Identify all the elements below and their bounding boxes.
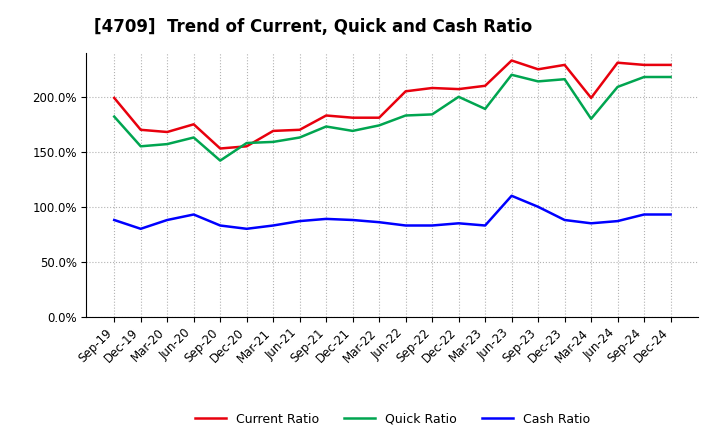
Line: Quick Ratio: Quick Ratio — [114, 75, 670, 161]
Cash Ratio — [269, 223, 277, 228]
Cash Ratio — [534, 204, 542, 209]
Cash Ratio — [560, 217, 569, 223]
Quick Ratio — [375, 123, 384, 128]
Current Ratio — [401, 88, 410, 94]
Current Ratio — [243, 143, 251, 149]
Current Ratio — [189, 121, 198, 127]
Quick Ratio — [534, 79, 542, 84]
Quick Ratio — [163, 141, 171, 147]
Quick Ratio — [322, 124, 330, 129]
Current Ratio — [216, 146, 225, 151]
Quick Ratio — [243, 140, 251, 146]
Current Ratio — [348, 115, 357, 120]
Current Ratio — [508, 58, 516, 63]
Current Ratio — [534, 66, 542, 72]
Quick Ratio — [640, 74, 649, 80]
Cash Ratio — [587, 220, 595, 226]
Cash Ratio — [110, 217, 119, 223]
Line: Cash Ratio: Cash Ratio — [114, 196, 670, 229]
Cash Ratio — [613, 218, 622, 224]
Quick Ratio — [454, 94, 463, 99]
Current Ratio — [613, 60, 622, 65]
Cash Ratio — [666, 212, 675, 217]
Quick Ratio — [428, 112, 436, 117]
Quick Ratio — [110, 114, 119, 119]
Quick Ratio — [613, 84, 622, 90]
Cash Ratio — [322, 216, 330, 221]
Cash Ratio — [454, 220, 463, 226]
Quick Ratio — [560, 77, 569, 82]
Cash Ratio — [295, 218, 304, 224]
Current Ratio — [666, 62, 675, 67]
Quick Ratio — [136, 143, 145, 149]
Cash Ratio — [136, 226, 145, 231]
Current Ratio — [295, 127, 304, 132]
Quick Ratio — [348, 128, 357, 134]
Quick Ratio — [508, 72, 516, 77]
Cash Ratio — [508, 193, 516, 198]
Current Ratio — [322, 113, 330, 118]
Current Ratio — [454, 86, 463, 92]
Quick Ratio — [666, 74, 675, 80]
Quick Ratio — [269, 139, 277, 144]
Current Ratio — [428, 85, 436, 91]
Cash Ratio — [216, 223, 225, 228]
Quick Ratio — [295, 135, 304, 140]
Line: Current Ratio: Current Ratio — [114, 60, 670, 148]
Current Ratio — [375, 115, 384, 120]
Current Ratio — [110, 95, 119, 101]
Text: [4709]  Trend of Current, Quick and Cash Ratio: [4709] Trend of Current, Quick and Cash … — [94, 18, 532, 36]
Current Ratio — [481, 83, 490, 88]
Cash Ratio — [481, 223, 490, 228]
Legend: Current Ratio, Quick Ratio, Cash Ratio: Current Ratio, Quick Ratio, Cash Ratio — [189, 407, 595, 430]
Cash Ratio — [189, 212, 198, 217]
Cash Ratio — [348, 217, 357, 223]
Cash Ratio — [243, 226, 251, 231]
Cash Ratio — [401, 223, 410, 228]
Quick Ratio — [401, 113, 410, 118]
Quick Ratio — [587, 116, 595, 121]
Quick Ratio — [189, 135, 198, 140]
Cash Ratio — [163, 217, 171, 223]
Cash Ratio — [640, 212, 649, 217]
Current Ratio — [269, 128, 277, 134]
Cash Ratio — [375, 220, 384, 225]
Current Ratio — [136, 127, 145, 132]
Current Ratio — [587, 95, 595, 101]
Quick Ratio — [481, 106, 490, 111]
Cash Ratio — [428, 223, 436, 228]
Current Ratio — [163, 129, 171, 135]
Current Ratio — [640, 62, 649, 67]
Quick Ratio — [216, 158, 225, 163]
Current Ratio — [560, 62, 569, 67]
